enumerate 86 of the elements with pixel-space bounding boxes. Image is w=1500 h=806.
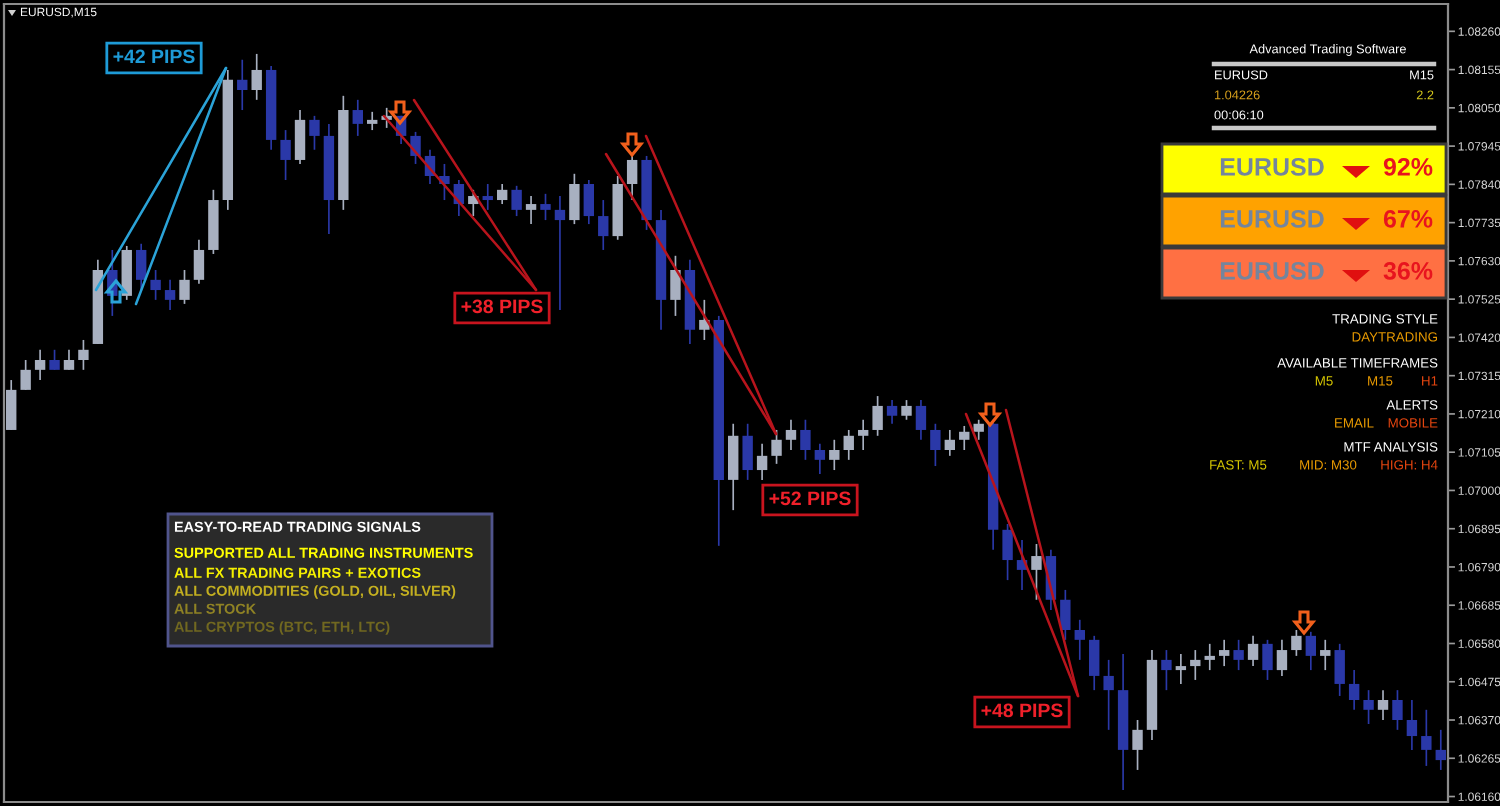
candlestick — [1406, 699, 1418, 751]
candlestick — [1421, 708, 1432, 767]
candlestick — [352, 98, 363, 137]
candlestick — [785, 418, 797, 451]
candlestick — [1190, 649, 1201, 681]
candlestick — [1363, 689, 1374, 725]
annotation: +38 PIPS — [461, 299, 543, 314]
candlestick — [251, 53, 262, 101]
candlestick — [1334, 643, 1345, 697]
candlestick — [670, 254, 681, 317]
candlestick — [6, 379, 17, 431]
annotation: 92% — [1383, 158, 1433, 176]
candlestick — [1175, 653, 1187, 685]
candlestick — [1276, 639, 1288, 677]
candlestick — [699, 299, 710, 341]
candlestick — [482, 183, 493, 211]
candlestick — [1074, 618, 1085, 661]
candlestick — [1132, 719, 1143, 771]
annotation: 36% — [1383, 262, 1433, 280]
candlestick — [1320, 639, 1331, 671]
candlestick — [554, 195, 566, 311]
candlestick — [944, 429, 956, 457]
candlestick — [771, 429, 782, 465]
candlestick — [121, 245, 132, 301]
candlestick — [1002, 523, 1013, 581]
candlestick — [1031, 543, 1042, 601]
candlestick — [49, 348, 60, 371]
candlestick — [829, 438, 840, 471]
candlestick — [496, 183, 508, 205]
annotation: +52 PIPS — [769, 491, 851, 506]
candlestick — [1060, 589, 1071, 641]
candlestick — [728, 422, 739, 511]
candlestick — [569, 172, 580, 225]
candlestick — [598, 199, 609, 251]
candlestick — [193, 238, 205, 285]
candlestick — [135, 242, 147, 291]
candlestick — [973, 418, 984, 441]
candlestick — [1291, 629, 1302, 657]
candlestick — [901, 399, 912, 421]
candlestick — [857, 418, 869, 451]
candlestick — [756, 442, 768, 481]
candlestick — [814, 442, 826, 475]
candlestick — [63, 348, 75, 371]
candlestick — [1218, 639, 1230, 667]
candlestick — [1377, 689, 1389, 721]
candlestick — [1262, 639, 1273, 681]
candlestick — [237, 58, 248, 111]
candlestick — [179, 269, 190, 305]
candlestick — [309, 115, 320, 151]
candlestick — [34, 348, 46, 381]
candlestick — [1089, 635, 1100, 691]
candlestick — [1305, 630, 1317, 671]
annotation: +48 PIPS — [981, 703, 1063, 718]
annotation: +42 PIPS — [113, 49, 195, 64]
candlestick — [872, 395, 883, 437]
annotation: EURUSD — [1220, 210, 1324, 228]
candlestick — [1392, 689, 1403, 731]
candlestick — [1204, 643, 1215, 671]
annotation: EURUSD — [1220, 158, 1324, 176]
candlestick — [915, 399, 927, 441]
candlestick — [1348, 669, 1360, 711]
candlestick — [800, 418, 811, 461]
candlestick — [20, 359, 31, 391]
candlestick — [511, 184, 522, 217]
candlestick — [294, 109, 306, 165]
candlestick — [886, 399, 898, 425]
candlestick — [540, 193, 551, 221]
candlestick — [525, 195, 537, 225]
candlestick — [1233, 639, 1244, 671]
candlestick — [742, 422, 753, 481]
candlestick — [583, 179, 595, 225]
candlestick — [843, 429, 854, 461]
candlestick — [1247, 635, 1259, 667]
candlestick — [367, 111, 378, 131]
candlestick — [78, 339, 89, 371]
candlestick — [164, 279, 176, 311]
candlestick — [1161, 649, 1172, 691]
candlestick — [930, 422, 941, 467]
annotation: EURUSD — [1220, 262, 1324, 280]
candlestick — [959, 425, 970, 451]
annotation: 67% — [1383, 210, 1433, 228]
candlestick — [1435, 729, 1446, 771]
candlestick — [280, 129, 291, 181]
candlestick — [150, 269, 161, 301]
candlestick — [626, 152, 638, 201]
candlestick — [1103, 659, 1114, 731]
